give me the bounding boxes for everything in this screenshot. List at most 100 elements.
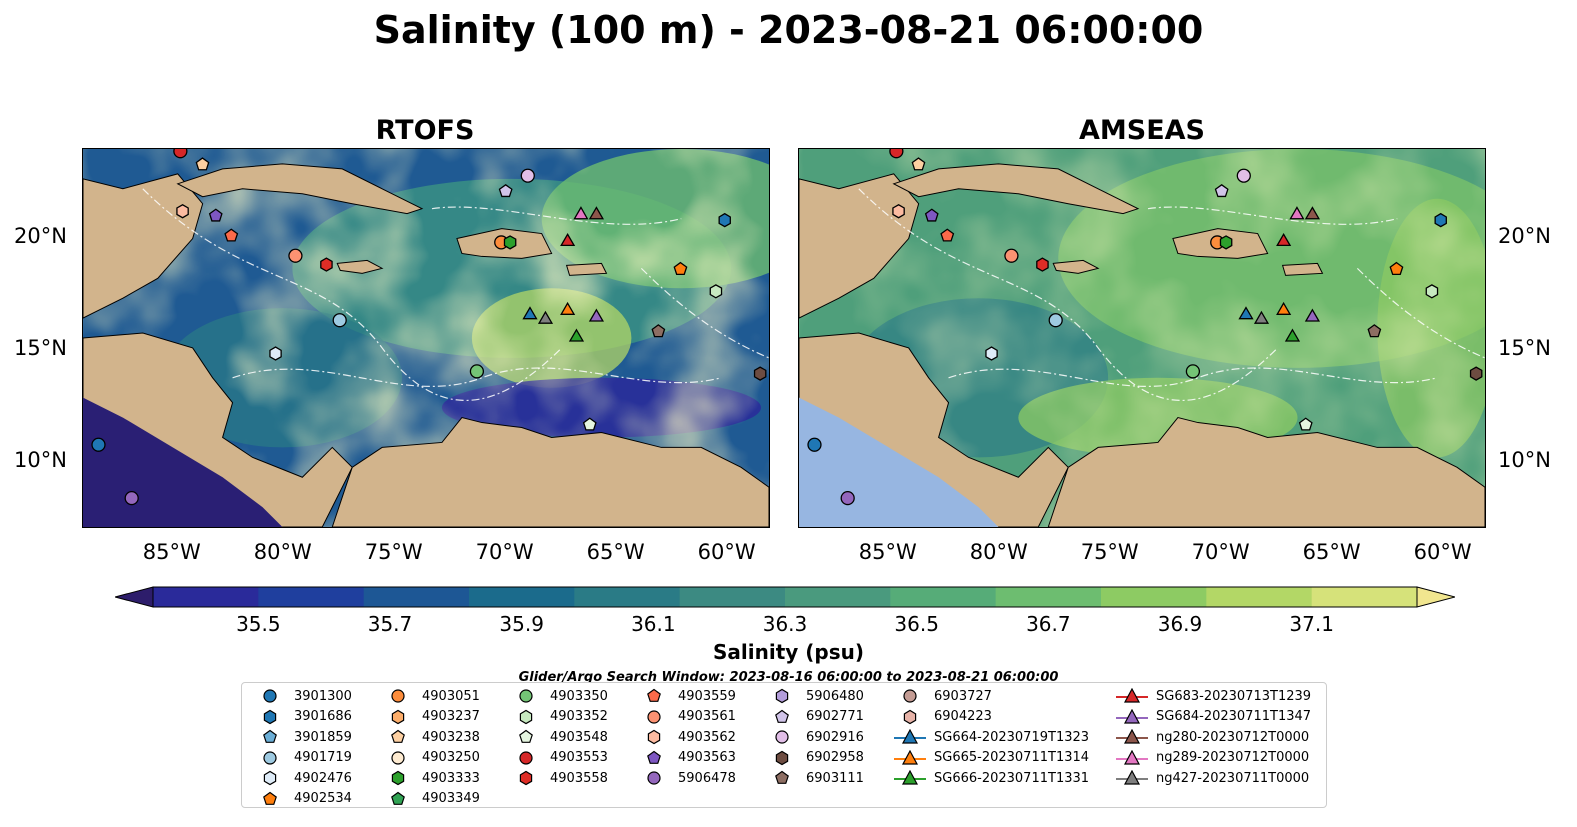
colorbar-segment bbox=[890, 587, 997, 607]
obs-SG664-20230719T1323 bbox=[522, 306, 538, 320]
obs-SG684-20230711T1347 bbox=[588, 308, 605, 322]
legend-marker-icon bbox=[647, 709, 661, 724]
legend-label: 4903238 bbox=[422, 729, 480, 745]
legend-marker-icon bbox=[519, 750, 533, 765]
obs-3901300 bbox=[91, 437, 106, 452]
lon-tick-label: 65°W bbox=[1302, 540, 1361, 564]
colorbar-tick-label: 36.5 bbox=[894, 612, 939, 636]
colorbar-segment bbox=[1101, 587, 1207, 607]
colorbar-tick-label: 36.7 bbox=[1026, 612, 1071, 636]
legend-marker-icon bbox=[775, 770, 789, 784]
lat-tick-label: 10°N bbox=[14, 447, 67, 472]
obs-4903350 bbox=[469, 364, 485, 379]
obs-4903563 bbox=[208, 208, 223, 222]
lat-tick-label: 20°N bbox=[14, 224, 67, 249]
lon-tick-label: 65°W bbox=[586, 540, 645, 564]
legend-entry: 6903111 bbox=[764, 769, 864, 787]
legend-entry: SG665-20230711T1314 bbox=[892, 749, 1089, 767]
colorbar-segment bbox=[995, 587, 1102, 607]
legend-label: 5906478 bbox=[678, 770, 736, 786]
obs-SG666-20230711T1331 bbox=[1284, 328, 1301, 342]
legend-marker-icon bbox=[263, 729, 277, 743]
obs-6902771 bbox=[498, 184, 513, 198]
obs-SG666-20230711T1331 bbox=[568, 328, 585, 342]
obs-4901719 bbox=[1048, 313, 1063, 328]
legend-label: 4903352 bbox=[550, 709, 608, 724]
legend-entry: 4903561 bbox=[636, 708, 736, 726]
legend-marker-icon bbox=[263, 770, 277, 786]
obs-4903563 bbox=[924, 208, 939, 222]
lon-tick-label: 60°W bbox=[697, 540, 756, 564]
legend-entry: 4903237 bbox=[380, 708, 480, 726]
legend-label: 3901686 bbox=[294, 709, 352, 724]
obs-SG683-20230713T1239 bbox=[560, 232, 576, 247]
legend-marker-icon bbox=[263, 750, 277, 765]
obs-4903238 bbox=[911, 157, 926, 171]
legend-entry: SG664-20230719T1323 bbox=[892, 728, 1089, 746]
obs-4903562 bbox=[892, 204, 905, 219]
legend-entry: 4903350 bbox=[508, 687, 608, 705]
legend-marker-icon bbox=[391, 689, 405, 703]
obs-3901686 bbox=[718, 212, 731, 228]
legend: 3901300 3901686 3901859 4901719 4902476 49025… bbox=[241, 682, 1327, 808]
obs-6903111 bbox=[651, 324, 666, 338]
legend-label: 6902771 bbox=[806, 709, 864, 724]
obs-6902958 bbox=[753, 366, 767, 381]
legend-marker-icon bbox=[894, 770, 926, 785]
colorbar-segment bbox=[363, 587, 470, 607]
legend-entry: 6902958 bbox=[764, 749, 864, 767]
obs-ng289-20230712T0000 bbox=[573, 206, 589, 220]
contour-lines bbox=[858, 188, 1485, 401]
obs-4903559 bbox=[940, 228, 955, 242]
legend-marker-icon bbox=[391, 729, 405, 743]
obs-4903561 bbox=[1004, 248, 1019, 263]
obs-4903558 bbox=[320, 257, 333, 272]
legend-marker-icon bbox=[1116, 749, 1148, 765]
legend-entry: 4903333 bbox=[380, 769, 480, 787]
legend-marker-icon bbox=[1116, 708, 1148, 724]
rtofs-map bbox=[82, 148, 770, 528]
legend-label: 3901300 bbox=[294, 688, 352, 704]
legend-entry: 6904223 bbox=[892, 708, 992, 726]
obs-3901300 bbox=[807, 437, 822, 452]
legend-marker-icon bbox=[391, 770, 405, 786]
colorbar-segment bbox=[258, 587, 365, 607]
legend-label: 6902916 bbox=[806, 729, 864, 745]
obs-4903553 bbox=[173, 149, 188, 159]
colorbar-tick-label: 35.9 bbox=[499, 612, 544, 636]
panel-title-rtofs: RTOFS bbox=[375, 115, 475, 146]
colorbar-tick-label: 36.3 bbox=[762, 612, 808, 636]
legend-entry: 4902476 bbox=[252, 769, 352, 787]
colorbar-segment bbox=[1311, 587, 1418, 607]
obs-4902534 bbox=[673, 261, 688, 275]
legend-label: 4903563 bbox=[678, 750, 736, 765]
obs-4903561 bbox=[288, 248, 303, 263]
obs-SG683-20230713T1239 bbox=[1276, 232, 1292, 247]
legend-marker-icon bbox=[647, 688, 661, 702]
legend-label: 4901719 bbox=[294, 750, 352, 765]
legend-entry: 6902771 bbox=[764, 708, 864, 726]
legend-label: 4903349 bbox=[422, 791, 480, 806]
obs-4902476 bbox=[269, 346, 282, 361]
coastline-land bbox=[799, 163, 1485, 527]
colorbar-label: Salinity (psu) bbox=[712, 640, 864, 664]
obs-6902771 bbox=[1214, 184, 1229, 198]
colorbar-tick-label: 35.7 bbox=[367, 612, 413, 636]
obs-4903558 bbox=[1036, 257, 1049, 272]
legend-marker-icon bbox=[263, 709, 277, 724]
obs-6902958 bbox=[1469, 366, 1483, 381]
legend-marker-icon bbox=[1116, 770, 1148, 785]
obs-ng427-20230711T0000 bbox=[537, 310, 554, 324]
obs-3901686 bbox=[1434, 212, 1447, 228]
obs-SG664-20230719T1323 bbox=[1238, 306, 1254, 320]
obs-ng280-20230712T0000 bbox=[1304, 206, 1321, 220]
colorbar bbox=[115, 586, 1455, 608]
legend-entry: 4903553 bbox=[508, 749, 608, 767]
legend-marker-icon bbox=[647, 771, 661, 785]
obs-6902916 bbox=[520, 168, 535, 183]
obs-SG665-20230711T1314 bbox=[560, 301, 576, 315]
legend-marker-icon bbox=[894, 729, 926, 744]
observation-markers bbox=[807, 149, 1483, 506]
legend-marker-icon bbox=[894, 749, 926, 765]
legend-marker-icon bbox=[775, 750, 789, 765]
